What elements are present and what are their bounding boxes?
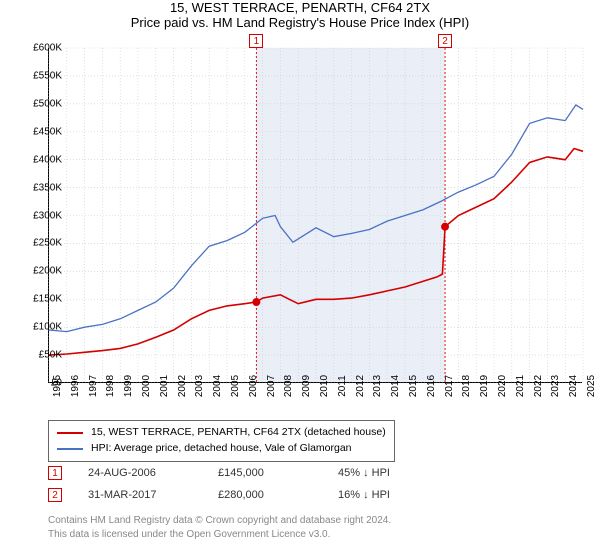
x-tick-label: 2021 (515, 375, 526, 397)
series-svg (49, 48, 582, 382)
x-tick-label: 1995 (52, 375, 63, 397)
x-tick-label: 2010 (319, 375, 330, 397)
sale-price: £280,000 (218, 489, 338, 501)
legend-label: 15, WEST TERRACE, PENARTH, CF64 2TX (det… (91, 425, 386, 441)
x-tick-label: 2011 (337, 375, 348, 397)
x-tick-label: 2005 (230, 375, 241, 397)
x-tick-label: 2009 (301, 375, 312, 397)
x-tick-label: 2016 (426, 375, 437, 397)
x-tick-label: 2006 (248, 375, 259, 397)
chart-plot-area: 12 (48, 48, 582, 383)
x-tick-label: 2001 (159, 375, 170, 397)
sale-date: 31-MAR-2017 (88, 489, 218, 501)
x-tick-label: 2025 (586, 375, 597, 397)
sale-date: 24-AUG-2006 (88, 467, 218, 479)
y-tick-label: £600K (16, 43, 62, 54)
x-tick-label: 2023 (550, 375, 561, 397)
x-tick-label: 1999 (123, 375, 134, 397)
y-tick-label: £100K (16, 322, 62, 333)
legend-item: 15, WEST TERRACE, PENARTH, CF64 2TX (det… (57, 425, 386, 441)
legend-swatch (57, 448, 83, 450)
y-tick-label: £50K (16, 350, 62, 361)
x-tick-label: 2008 (283, 375, 294, 397)
marker-2: 2 (438, 34, 452, 48)
x-tick-label: 1997 (88, 375, 99, 397)
chart-subtitle: Price paid vs. HM Land Registry's House … (0, 15, 600, 30)
y-tick-label: £150K (16, 294, 62, 305)
marker-1: 1 (249, 34, 263, 48)
x-tick-label: 1996 (70, 375, 81, 397)
y-tick-label: £450K (16, 126, 62, 137)
sales-row: 1 24-AUG-2006£145,00045% ↓ HPI (48, 462, 458, 484)
x-tick-label: 2002 (177, 375, 188, 397)
y-tick-label: £500K (16, 98, 62, 109)
x-tick-label: 2004 (212, 375, 223, 397)
x-tick-label: 1998 (105, 375, 116, 397)
x-tick-label: 2013 (372, 375, 383, 397)
x-tick-label: 2020 (497, 375, 508, 397)
footer-line-2: This data is licensed under the Open Gov… (48, 528, 391, 542)
y-tick-label: £200K (16, 266, 62, 277)
y-tick-label: £350K (16, 182, 62, 193)
footer-text: Contains HM Land Registry data © Crown c… (48, 514, 391, 541)
x-tick-label: 2012 (355, 375, 366, 397)
sale-price: £145,000 (218, 467, 338, 479)
x-tick-label: 2018 (461, 375, 472, 397)
sales-row: 2 31-MAR-2017£280,00016% ↓ HPI (48, 484, 458, 506)
footer-line-1: Contains HM Land Registry data © Crown c… (48, 514, 391, 528)
y-tick-label: £250K (16, 238, 62, 249)
legend-label: HPI: Average price, detached house, Vale… (91, 441, 352, 457)
legend-swatch (57, 432, 83, 434)
chart-title: 15, WEST TERRACE, PENARTH, CF64 2TX (0, 0, 600, 15)
sales-marker-icon: 1 (48, 466, 62, 480)
x-tick-label: 2003 (194, 375, 205, 397)
sale-delta: 45% ↓ HPI (338, 467, 458, 479)
sale-delta: 16% ↓ HPI (338, 489, 458, 501)
sales-marker-icon: 2 (48, 488, 62, 502)
x-tick-label: 2000 (141, 375, 152, 397)
x-tick-label: 2007 (266, 375, 277, 397)
y-tick-label: £550K (16, 70, 62, 81)
y-tick-label: £300K (16, 210, 62, 221)
x-tick-label: 2017 (444, 375, 455, 397)
x-tick-label: 2024 (568, 375, 579, 397)
legend: 15, WEST TERRACE, PENARTH, CF64 2TX (det… (48, 420, 395, 462)
legend-item: HPI: Average price, detached house, Vale… (57, 441, 386, 457)
sales-table: 1 24-AUG-2006£145,00045% ↓ HPI 2 31-MAR-201… (48, 462, 458, 506)
x-tick-label: 2019 (479, 375, 490, 397)
x-tick-label: 2014 (390, 375, 401, 397)
chart-container: 15, WEST TERRACE, PENARTH, CF64 2TX Pric… (0, 0, 600, 560)
y-tick-label: £400K (16, 154, 62, 165)
x-tick-label: 2022 (533, 375, 544, 397)
x-tick-label: 2015 (408, 375, 419, 397)
